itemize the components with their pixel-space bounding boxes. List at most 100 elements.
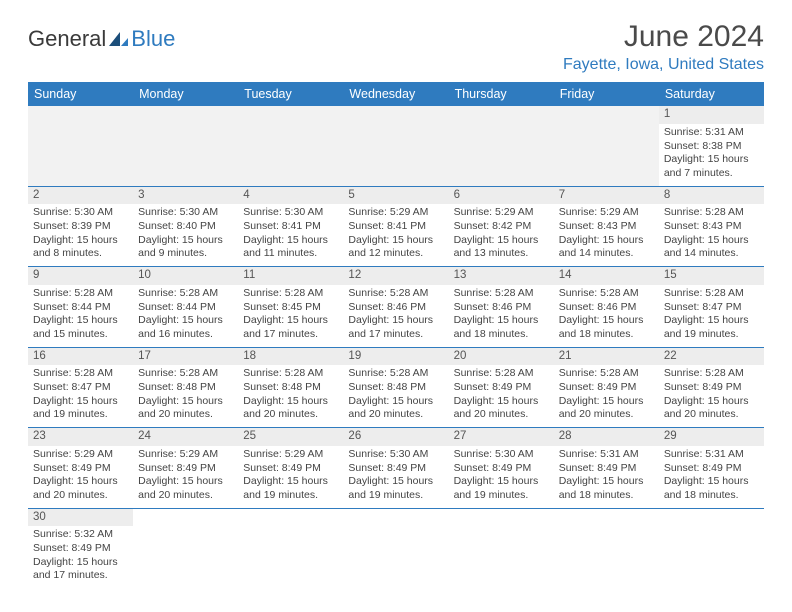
sunset-text: Sunset: 8:48 PM — [348, 381, 443, 395]
sunset-text: Sunset: 8:49 PM — [243, 462, 338, 476]
daylight-text: Daylight: 15 hours and 20 minutes. — [138, 395, 233, 422]
calendar-cell: 6Sunrise: 5:29 AMSunset: 8:42 PMDaylight… — [449, 186, 554, 267]
calendar-row: 9Sunrise: 5:28 AMSunset: 8:44 PMDaylight… — [28, 267, 764, 348]
daylight-text: Daylight: 15 hours and 12 minutes. — [348, 234, 443, 261]
weekday-header: Sunday — [28, 82, 133, 106]
sunrise-text: Sunrise: 5:30 AM — [243, 206, 338, 220]
day-number: 10 — [133, 267, 238, 285]
sunrise-text: Sunrise: 5:28 AM — [33, 367, 128, 381]
calendar-cell: 22Sunrise: 5:28 AMSunset: 8:49 PMDayligh… — [659, 347, 764, 428]
day-number: 17 — [133, 348, 238, 366]
daylight-text: Daylight: 15 hours and 18 minutes. — [559, 475, 654, 502]
daylight-text: Daylight: 15 hours and 19 minutes. — [33, 395, 128, 422]
weekday-header: Wednesday — [343, 82, 448, 106]
sunrise-text: Sunrise: 5:31 AM — [664, 126, 759, 140]
sunrise-text: Sunrise: 5:29 AM — [454, 206, 549, 220]
sunset-text: Sunset: 8:42 PM — [454, 220, 549, 234]
calendar-row: 1Sunrise: 5:31 AMSunset: 8:38 PMDaylight… — [28, 106, 764, 186]
sunrise-text: Sunrise: 5:31 AM — [664, 448, 759, 462]
calendar-cell — [449, 106, 554, 186]
sunrise-text: Sunrise: 5:29 AM — [138, 448, 233, 462]
daylight-text: Daylight: 15 hours and 18 minutes. — [559, 314, 654, 341]
sunrise-text: Sunrise: 5:30 AM — [138, 206, 233, 220]
sunset-text: Sunset: 8:41 PM — [243, 220, 338, 234]
sunrise-text: Sunrise: 5:28 AM — [559, 367, 654, 381]
calendar-cell — [133, 106, 238, 186]
calendar-cell — [28, 106, 133, 186]
daylight-text: Daylight: 15 hours and 20 minutes. — [33, 475, 128, 502]
sunrise-text: Sunrise: 5:32 AM — [33, 528, 128, 542]
daylight-text: Daylight: 15 hours and 19 minutes. — [454, 475, 549, 502]
sunset-text: Sunset: 8:48 PM — [243, 381, 338, 395]
calendar-cell: 17Sunrise: 5:28 AMSunset: 8:48 PMDayligh… — [133, 347, 238, 428]
sunset-text: Sunset: 8:49 PM — [454, 462, 549, 476]
calendar-row: 2Sunrise: 5:30 AMSunset: 8:39 PMDaylight… — [28, 186, 764, 267]
daylight-text: Daylight: 15 hours and 15 minutes. — [33, 314, 128, 341]
calendar-cell: 4Sunrise: 5:30 AMSunset: 8:41 PMDaylight… — [238, 186, 343, 267]
day-number: 24 — [133, 428, 238, 446]
sunrise-text: Sunrise: 5:28 AM — [664, 287, 759, 301]
daylight-text: Daylight: 15 hours and 14 minutes. — [559, 234, 654, 261]
calendar-cell: 20Sunrise: 5:28 AMSunset: 8:49 PMDayligh… — [449, 347, 554, 428]
sunrise-text: Sunrise: 5:28 AM — [348, 367, 443, 381]
title-block: June 2024 Fayette, Iowa, United States — [563, 20, 764, 74]
sunset-text: Sunset: 8:43 PM — [559, 220, 654, 234]
calendar-cell — [343, 508, 448, 588]
calendar-cell: 13Sunrise: 5:28 AMSunset: 8:46 PMDayligh… — [449, 267, 554, 348]
day-number: 6 — [449, 187, 554, 205]
weekday-header: Monday — [133, 82, 238, 106]
daylight-text: Daylight: 15 hours and 20 minutes. — [348, 395, 443, 422]
calendar-row: 16Sunrise: 5:28 AMSunset: 8:47 PMDayligh… — [28, 347, 764, 428]
sunrise-text: Sunrise: 5:28 AM — [243, 367, 338, 381]
sunrise-text: Sunrise: 5:28 AM — [138, 287, 233, 301]
day-number: 18 — [238, 348, 343, 366]
calendar-row: 30Sunrise: 5:32 AMSunset: 8:49 PMDayligh… — [28, 508, 764, 588]
calendar-table: Sunday Monday Tuesday Wednesday Thursday… — [28, 82, 764, 588]
day-number: 13 — [449, 267, 554, 285]
sunrise-text: Sunrise: 5:28 AM — [664, 367, 759, 381]
day-number: 22 — [659, 348, 764, 366]
day-number: 19 — [343, 348, 448, 366]
daylight-text: Daylight: 15 hours and 20 minutes. — [664, 395, 759, 422]
logo-word1: General — [28, 26, 106, 52]
daylight-text: Daylight: 15 hours and 11 minutes. — [243, 234, 338, 261]
sunset-text: Sunset: 8:49 PM — [138, 462, 233, 476]
day-number: 14 — [554, 267, 659, 285]
calendar-cell: 15Sunrise: 5:28 AMSunset: 8:47 PMDayligh… — [659, 267, 764, 348]
calendar-cell: 10Sunrise: 5:28 AMSunset: 8:44 PMDayligh… — [133, 267, 238, 348]
calendar-cell — [449, 508, 554, 588]
calendar-body: 1Sunrise: 5:31 AMSunset: 8:38 PMDaylight… — [28, 106, 764, 588]
sunset-text: Sunset: 8:44 PM — [33, 301, 128, 315]
sunset-text: Sunset: 8:46 PM — [454, 301, 549, 315]
logo-word2: Blue — [131, 26, 175, 52]
day-number: 26 — [343, 428, 448, 446]
sunrise-text: Sunrise: 5:28 AM — [243, 287, 338, 301]
day-number: 15 — [659, 267, 764, 285]
sunset-text: Sunset: 8:43 PM — [664, 220, 759, 234]
sunset-text: Sunset: 8:41 PM — [348, 220, 443, 234]
calendar-cell — [238, 508, 343, 588]
calendar-cell: 5Sunrise: 5:29 AMSunset: 8:41 PMDaylight… — [343, 186, 448, 267]
daylight-text: Daylight: 15 hours and 16 minutes. — [138, 314, 233, 341]
calendar-cell: 25Sunrise: 5:29 AMSunset: 8:49 PMDayligh… — [238, 428, 343, 509]
daylight-text: Daylight: 15 hours and 19 minutes. — [348, 475, 443, 502]
calendar-cell: 7Sunrise: 5:29 AMSunset: 8:43 PMDaylight… — [554, 186, 659, 267]
daylight-text: Daylight: 15 hours and 18 minutes. — [454, 314, 549, 341]
day-number: 8 — [659, 187, 764, 205]
sunset-text: Sunset: 8:48 PM — [138, 381, 233, 395]
sunset-text: Sunset: 8:39 PM — [33, 220, 128, 234]
daylight-text: Daylight: 15 hours and 8 minutes. — [33, 234, 128, 261]
sunrise-text: Sunrise: 5:29 AM — [559, 206, 654, 220]
daylight-text: Daylight: 15 hours and 20 minutes. — [559, 395, 654, 422]
calendar-cell — [343, 106, 448, 186]
calendar-cell: 27Sunrise: 5:30 AMSunset: 8:49 PMDayligh… — [449, 428, 554, 509]
daylight-text: Daylight: 15 hours and 19 minutes. — [664, 314, 759, 341]
calendar-cell: 19Sunrise: 5:28 AMSunset: 8:48 PMDayligh… — [343, 347, 448, 428]
day-number: 3 — [133, 187, 238, 205]
calendar-cell: 1Sunrise: 5:31 AMSunset: 8:38 PMDaylight… — [659, 106, 764, 186]
sunset-text: Sunset: 8:49 PM — [33, 542, 128, 556]
daylight-text: Daylight: 15 hours and 13 minutes. — [454, 234, 549, 261]
calendar-cell — [554, 508, 659, 588]
day-number: 5 — [343, 187, 448, 205]
calendar-cell — [133, 508, 238, 588]
